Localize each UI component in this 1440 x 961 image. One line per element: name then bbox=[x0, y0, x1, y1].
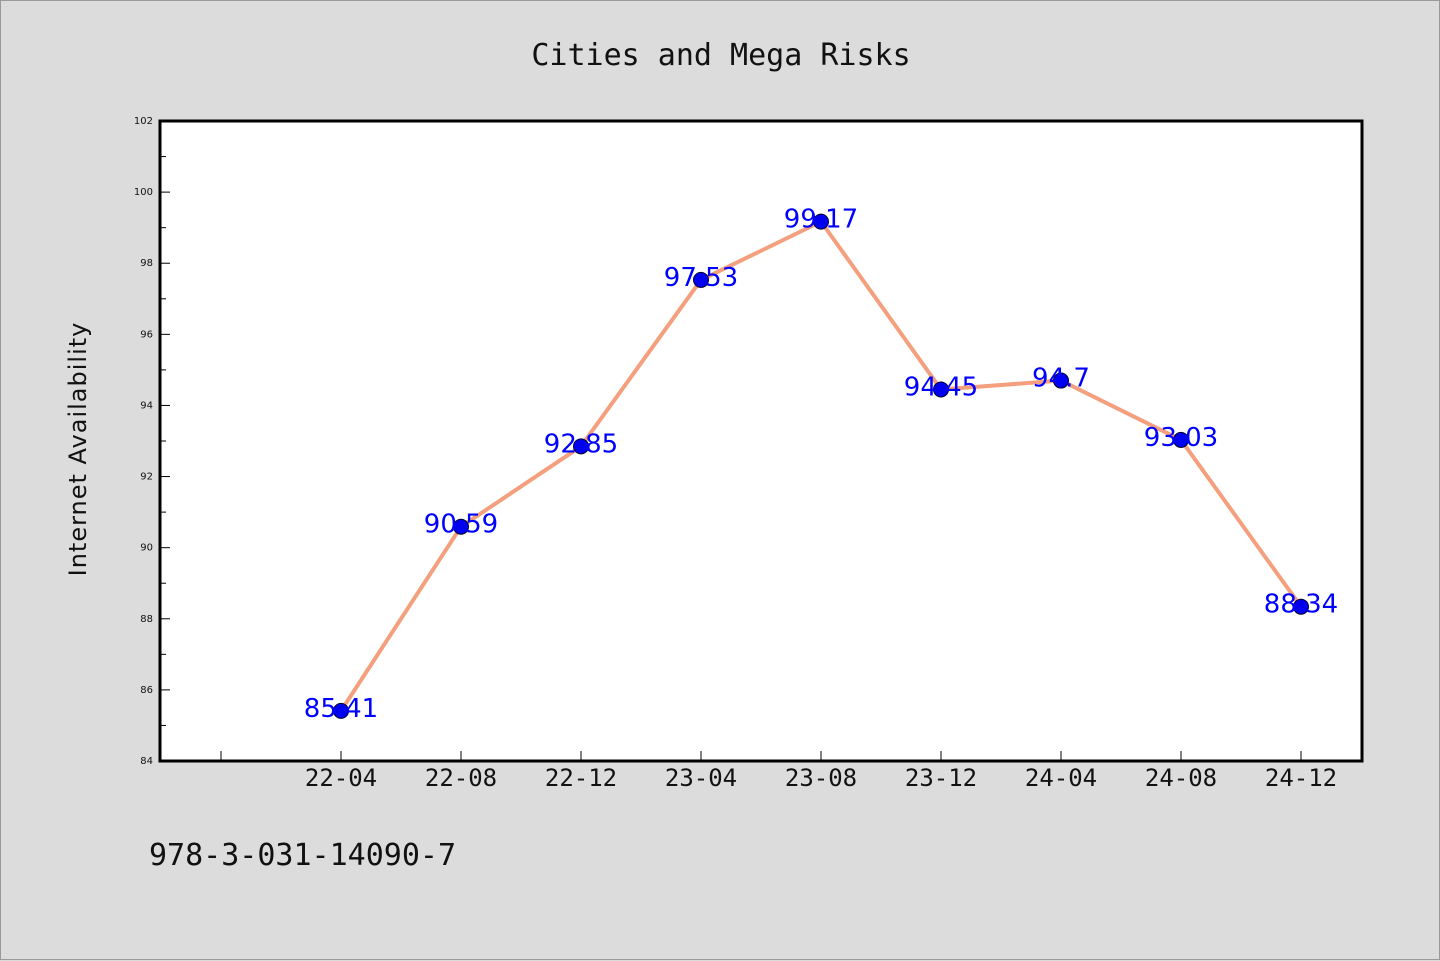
data-label: 97.53 bbox=[664, 263, 738, 293]
y-tick-label: 86 bbox=[140, 685, 153, 696]
data-label: 92.85 bbox=[544, 429, 618, 459]
data-point-marker bbox=[333, 702, 349, 719]
y-tick-label: 90 bbox=[140, 543, 153, 554]
x-tick-label: 22-08 bbox=[425, 764, 497, 792]
data-label: 90.59 bbox=[424, 510, 498, 540]
data-point-marker bbox=[573, 438, 589, 455]
x-axis-ticks: 22-04 22-08 22-12 23-04 23-08 23-12 24-04 24-08… bbox=[220, 751, 1337, 792]
data-point-marker bbox=[453, 518, 469, 535]
data-label: 99.17 bbox=[784, 205, 858, 235]
data-point-marker bbox=[693, 271, 709, 288]
y-tick-label: 100 bbox=[134, 187, 153, 198]
plot-area bbox=[158, 119, 1364, 763]
data-point-marker bbox=[1173, 431, 1189, 448]
data-markers bbox=[333, 213, 1309, 719]
data-point-marker bbox=[1053, 372, 1069, 389]
data-label: 93.03 bbox=[1144, 423, 1218, 453]
data-labels: 85.41 90.59 92.85 97.53 99.17 94.45 94.7 93.03 8… bbox=[304, 205, 1338, 724]
x-tick-label: 22-12 bbox=[545, 764, 617, 792]
isbn-text: 978-3-031-14090-7 bbox=[149, 838, 456, 873]
chart-title: Cities and Mega Risks bbox=[531, 38, 910, 73]
x-tick-label: 23-08 bbox=[785, 764, 857, 792]
x-tick-label: 22-04 bbox=[305, 764, 377, 792]
y-tick-label: 92 bbox=[140, 472, 153, 483]
data-label: 94.45 bbox=[904, 372, 978, 402]
y-axis-ticks: 84 86 88 90 92 94 96 98 100 102 bbox=[134, 116, 170, 767]
data-label: 88.34 bbox=[1264, 590, 1338, 620]
y-tick-label: 98 bbox=[140, 258, 153, 269]
x-tick-label: 24-12 bbox=[1265, 764, 1337, 792]
data-point-marker bbox=[813, 213, 829, 230]
y-tick-label: 94 bbox=[140, 400, 153, 411]
data-label: 94.7 bbox=[1032, 364, 1090, 394]
y-axis-label: Internet Availability bbox=[64, 322, 92, 577]
y-tick-label: 88 bbox=[140, 614, 153, 625]
x-tick-label: 24-08 bbox=[1145, 764, 1217, 792]
x-tick-label: 23-04 bbox=[665, 764, 737, 792]
y-tick-label: 96 bbox=[140, 329, 153, 340]
data-point-marker bbox=[1293, 598, 1309, 615]
x-tick-label: 24-04 bbox=[1025, 764, 1097, 792]
y-tick-label: 102 bbox=[134, 116, 153, 127]
data-label: 85.41 bbox=[304, 694, 378, 724]
data-point-marker bbox=[933, 381, 949, 398]
y-tick-label: 84 bbox=[140, 756, 153, 767]
x-tick-label: 23-12 bbox=[905, 764, 977, 792]
